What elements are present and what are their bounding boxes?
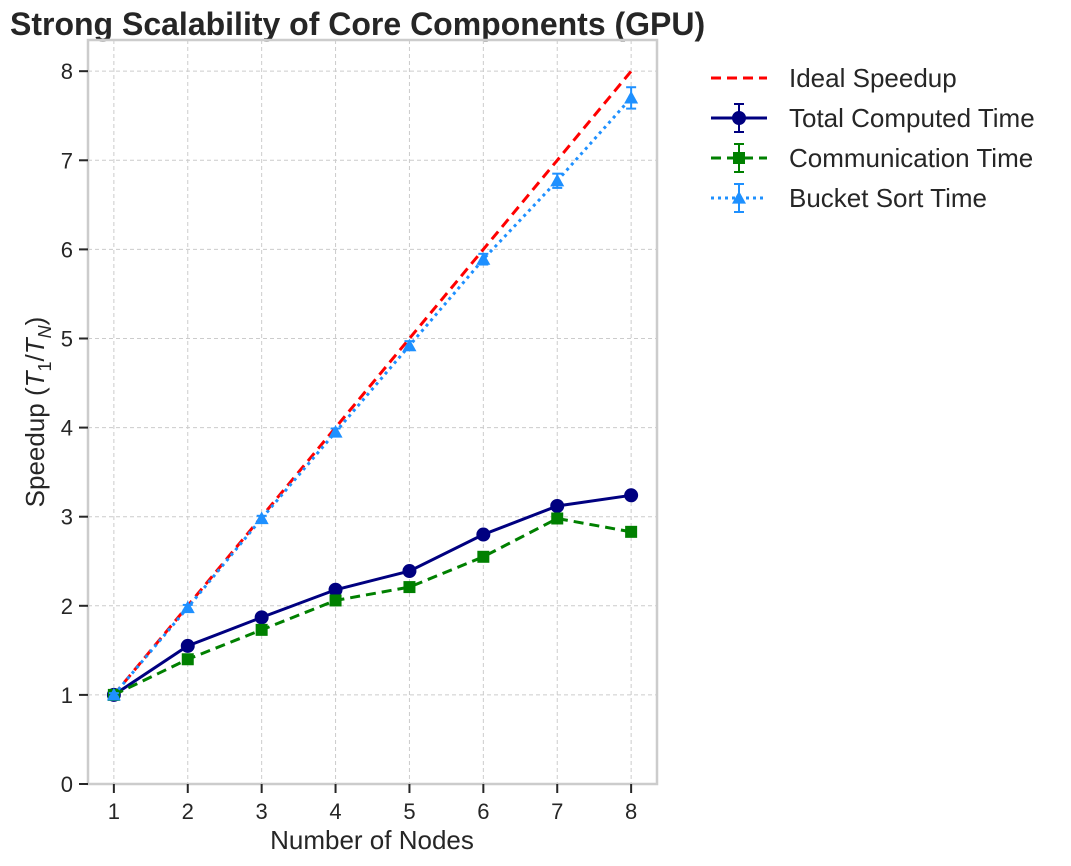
y-label-t2: T xyxy=(20,336,50,354)
legend-label: Communication Time xyxy=(789,143,1033,173)
legend-marker xyxy=(733,152,745,164)
legend: Ideal Speedup Total Computed Time Communic… xyxy=(711,63,1035,213)
data-point xyxy=(106,687,121,701)
series-line-bucket-sort-time xyxy=(112,96,633,696)
legend-marker xyxy=(732,111,746,125)
data-point xyxy=(328,425,343,438)
series-bucket-sort-time xyxy=(106,86,639,701)
plot-frame xyxy=(86,38,659,786)
y-tick-label: 8 xyxy=(61,59,73,84)
x-axis-label: Number of Nodes xyxy=(270,825,474,855)
legend-label: Total Computed Time xyxy=(789,103,1035,133)
y-label-suffix: ) xyxy=(20,317,50,326)
data-point xyxy=(551,512,564,525)
grid-lines xyxy=(88,40,657,785)
y-tick-label: 5 xyxy=(61,326,73,351)
data-point xyxy=(550,173,565,187)
series-line-total-computed-time xyxy=(113,493,632,697)
axis-ticks: 1 2 3 4 5 6 7 8 0 1 2 3 4 5 6 7 8 xyxy=(61,59,638,824)
y-label-slash: / xyxy=(20,353,50,361)
data-point xyxy=(254,610,269,625)
legend-item-bucket-sort-time: Bucket Sort Time xyxy=(711,183,987,213)
legend-item-communication-time: Communication Time xyxy=(711,143,1033,173)
y-tick-label: 6 xyxy=(61,237,73,262)
series-line-communication-time xyxy=(113,516,632,697)
data-point xyxy=(329,594,342,607)
y-label-sub1: 1 xyxy=(35,361,55,371)
data-point xyxy=(328,582,343,597)
x-tick-label: 2 xyxy=(182,799,194,824)
data-point xyxy=(180,600,195,614)
y-label-subN: N xyxy=(35,324,55,338)
data-point xyxy=(477,550,490,563)
data-point xyxy=(624,488,639,503)
y-tick-label: 4 xyxy=(61,416,73,441)
y-label-t: T xyxy=(20,369,50,387)
x-tick-label: 5 xyxy=(403,799,415,824)
data-point xyxy=(476,527,491,542)
chart-title: Strong Scalability of Core Components (G… xyxy=(10,6,705,42)
data-point xyxy=(625,525,638,538)
data-point xyxy=(402,338,417,352)
data-point xyxy=(403,581,416,594)
legend-marker xyxy=(732,191,746,204)
data-point xyxy=(181,653,194,666)
y-tick-label: 3 xyxy=(61,505,73,530)
y-tick-label: 2 xyxy=(61,594,73,619)
x-tick-label: 6 xyxy=(477,799,489,824)
data-point xyxy=(180,638,195,653)
y-axis-label: Speedup (T1/TN) xyxy=(20,317,55,508)
x-tick-label: 8 xyxy=(625,799,637,824)
data-point xyxy=(624,90,639,104)
x-tick-label: 1 xyxy=(108,799,120,824)
data-point xyxy=(402,564,417,579)
x-tick-label: 3 xyxy=(256,799,268,824)
legend-label: Bucket Sort Time xyxy=(789,183,987,213)
data-point xyxy=(476,252,491,265)
legend-item-total-computed-time: Total Computed Time xyxy=(711,103,1035,133)
data-series xyxy=(106,86,639,702)
data-point xyxy=(550,499,565,514)
x-tick-label: 7 xyxy=(551,799,563,824)
legend-label: Ideal Speedup xyxy=(789,63,957,93)
data-point xyxy=(255,623,268,636)
y-label-prefix: Speedup ( xyxy=(20,387,50,507)
y-tick-label: 1 xyxy=(61,683,73,708)
y-tick-label: 0 xyxy=(61,772,73,797)
x-tick-label: 4 xyxy=(329,799,341,824)
legend-item-ideal-speedup: Ideal Speedup xyxy=(711,63,957,93)
data-point xyxy=(254,511,269,525)
y-tick-label: 7 xyxy=(61,148,73,173)
